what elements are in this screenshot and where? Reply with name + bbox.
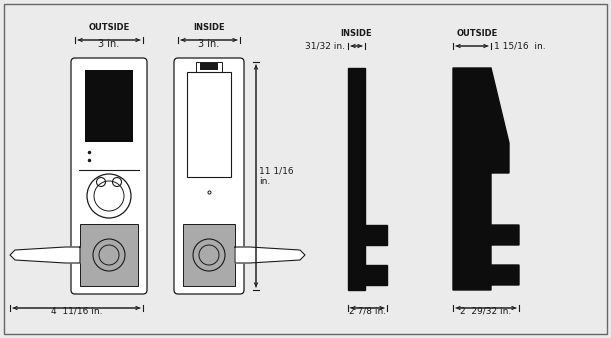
Polygon shape xyxy=(235,247,305,263)
Text: 3 in.: 3 in. xyxy=(98,39,120,49)
Bar xyxy=(196,62,222,72)
Text: 11 1/16
in.: 11 1/16 in. xyxy=(259,166,294,186)
Bar xyxy=(85,70,133,142)
Text: 31/32 in.: 31/32 in. xyxy=(305,42,345,50)
Bar xyxy=(200,63,218,70)
Text: 3 in.: 3 in. xyxy=(199,39,219,49)
Text: OUTSIDE: OUTSIDE xyxy=(456,29,497,39)
Polygon shape xyxy=(453,68,519,290)
Text: INSIDE: INSIDE xyxy=(340,29,372,39)
Text: OUTSIDE: OUTSIDE xyxy=(89,24,130,32)
FancyBboxPatch shape xyxy=(71,58,147,294)
Text: 2 7/8 in.: 2 7/8 in. xyxy=(349,306,386,315)
Polygon shape xyxy=(348,68,387,290)
Polygon shape xyxy=(10,247,80,263)
Bar xyxy=(80,224,138,286)
Text: 4  11/16 in.: 4 11/16 in. xyxy=(51,306,102,315)
Text: 1 15/16  in.: 1 15/16 in. xyxy=(494,42,546,50)
Text: INSIDE: INSIDE xyxy=(193,24,225,32)
Bar xyxy=(187,72,231,177)
FancyBboxPatch shape xyxy=(174,58,244,294)
Bar xyxy=(183,224,235,286)
Text: 2  29/32 in.: 2 29/32 in. xyxy=(460,306,511,315)
